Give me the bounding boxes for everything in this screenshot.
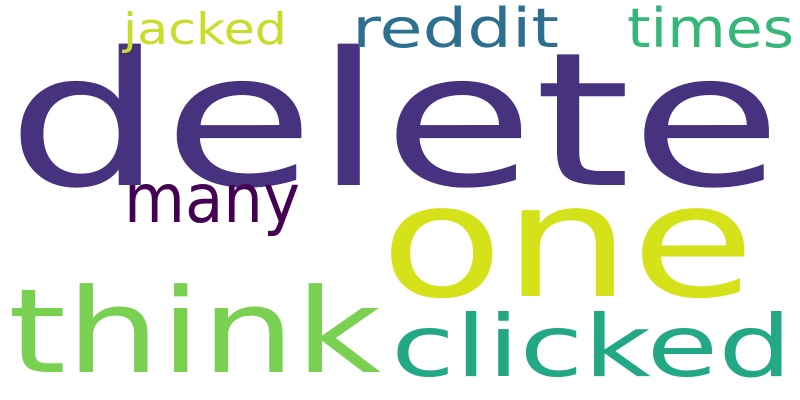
word-delete: delete xyxy=(7,12,782,229)
word-many: many xyxy=(124,160,300,239)
word-times: times xyxy=(627,0,794,60)
word-think: think xyxy=(8,263,381,400)
word-reddit: reddit xyxy=(352,0,559,60)
word-one: one xyxy=(380,151,755,334)
word-jacked: jacked xyxy=(122,4,287,55)
word-clicked: clicked xyxy=(391,297,792,397)
